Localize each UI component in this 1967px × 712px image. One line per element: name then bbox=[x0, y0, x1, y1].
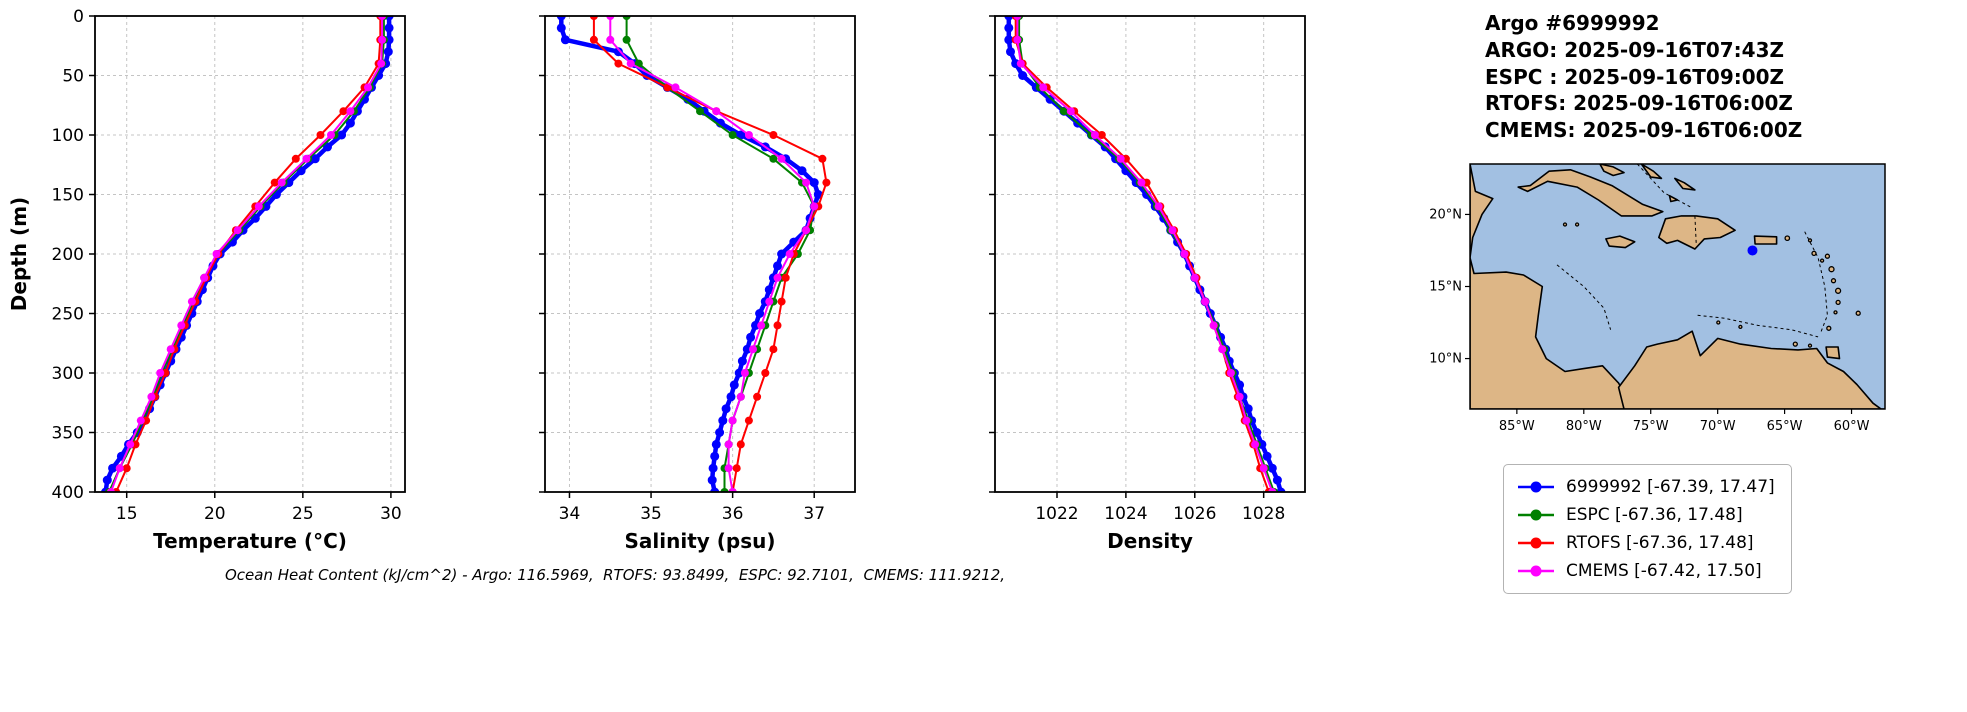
legend-line-marker-icon bbox=[1518, 565, 1554, 577]
svg-text:1028: 1028 bbox=[1242, 504, 1285, 524]
svg-text:1024: 1024 bbox=[1104, 504, 1147, 524]
float-position-marker bbox=[1747, 245, 1758, 256]
svg-text:36: 36 bbox=[722, 504, 744, 524]
legend-label: CMEMS [-67.42, 17.50] bbox=[1566, 560, 1762, 581]
svg-text:30: 30 bbox=[380, 504, 402, 524]
header-line: CMEMS: 2025-09-16T06:00Z bbox=[1485, 118, 1803, 143]
svg-text:15°N: 15°N bbox=[1429, 279, 1462, 294]
svg-text:20°N: 20°N bbox=[1429, 207, 1462, 222]
legend: 6999992 [-67.39, 17.47] ESPC [-67.36, 17.… bbox=[1503, 463, 1792, 594]
float-title: Argo #6999992 bbox=[1485, 11, 1660, 35]
svg-text:85°W: 85°W bbox=[1499, 419, 1535, 434]
svg-text:100: 100 bbox=[52, 126, 84, 146]
svg-text:1022: 1022 bbox=[1035, 504, 1078, 524]
legend-label: RTOFS [-67.36, 17.48] bbox=[1566, 532, 1754, 553]
header-block: Argo #6999992 ARGO: 2025-09-16T07:43Z ESP… bbox=[1485, 10, 1967, 144]
svg-text:50: 50 bbox=[62, 67, 84, 87]
svg-text:Density: Density bbox=[1107, 529, 1193, 553]
svg-text:15: 15 bbox=[116, 504, 138, 524]
svg-text:Depth (m): Depth (m) bbox=[7, 197, 31, 311]
svg-text:34: 34 bbox=[559, 504, 581, 524]
ohc-caption: Ocean Heat Content (kJ/cm^2) - Argo: 116… bbox=[224, 566, 1006, 584]
header-line: RTOFS: 2025-09-16T06:00Z bbox=[1485, 91, 1793, 116]
svg-text:200: 200 bbox=[52, 245, 84, 265]
svg-text:10°N: 10°N bbox=[1429, 352, 1462, 367]
legend-label: ESPC [-67.36, 17.48] bbox=[1566, 504, 1743, 525]
legend-line-marker-icon bbox=[1518, 537, 1554, 549]
legend-item: 6999992 [-67.39, 17.47] bbox=[1516, 473, 1775, 501]
info-panel: Argo #6999992 ARGO: 2025-09-16T07:43Z ESP… bbox=[1390, 0, 1967, 594]
timestamp-lines: ARGO: 2025-09-16T07:43Z ESPC : 2025-09-16… bbox=[1485, 37, 1967, 144]
svg-text:350: 350 bbox=[52, 424, 84, 444]
legend-item: RTOFS [-67.36, 17.48] bbox=[1516, 529, 1775, 557]
svg-text:20: 20 bbox=[204, 504, 226, 524]
svg-text:300: 300 bbox=[52, 364, 84, 384]
svg-text:1026: 1026 bbox=[1173, 504, 1216, 524]
svg-text:25: 25 bbox=[292, 504, 314, 524]
svg-text:Temperature (°C): Temperature (°C) bbox=[153, 529, 347, 553]
page: 15 20 25 30 0 50 100 150 200 250 300 350 400 Temperat… bbox=[7, 0, 1967, 594]
location-map: 85°W 80°W 75°W 70°W 65°W 60°W 20°N 15°N 10°N bbox=[1429, 163, 1886, 434]
header-line: ARGO: 2025-09-16T07:43Z bbox=[1485, 37, 1784, 62]
legend-label: 6999992 [-67.39, 17.47] bbox=[1566, 476, 1775, 497]
svg-text:0: 0 bbox=[73, 7, 84, 27]
legend-line-marker-icon bbox=[1518, 481, 1554, 493]
svg-text:65°W: 65°W bbox=[1767, 419, 1803, 434]
svg-text:35: 35 bbox=[640, 504, 662, 524]
svg-text:75°W: 75°W bbox=[1633, 419, 1669, 434]
profile-panels-svg: 15 20 25 30050100150200250300350400Temperat… bbox=[7, 7, 1306, 553]
svg-text:Salinity (psu): Salinity (psu) bbox=[624, 529, 775, 553]
svg-text:250: 250 bbox=[52, 305, 84, 325]
header-line: ESPC : 2025-09-16T09:00Z bbox=[1485, 64, 1785, 89]
svg-text:400: 400 bbox=[52, 483, 84, 503]
svg-text:60°W: 60°W bbox=[1834, 419, 1870, 434]
map-container: 85°W 80°W 75°W 70°W 65°W 60°W 20°N 15°N 10°N bbox=[1415, 158, 1967, 442]
legend-item: CMEMS [-67.42, 17.50] bbox=[1516, 557, 1775, 585]
svg-text:80°W: 80°W bbox=[1566, 419, 1602, 434]
svg-text:70°W: 70°W bbox=[1700, 419, 1736, 434]
legend-item: ESPC [-67.36, 17.48] bbox=[1516, 501, 1775, 529]
profile-charts-area: 15 20 25 30 0 50 100 150 200 250 300 350 400 Temperat… bbox=[7, 7, 1306, 584]
svg-text:150: 150 bbox=[52, 186, 84, 206]
legend-line-marker-icon bbox=[1518, 509, 1554, 521]
svg-text:37: 37 bbox=[803, 504, 825, 524]
